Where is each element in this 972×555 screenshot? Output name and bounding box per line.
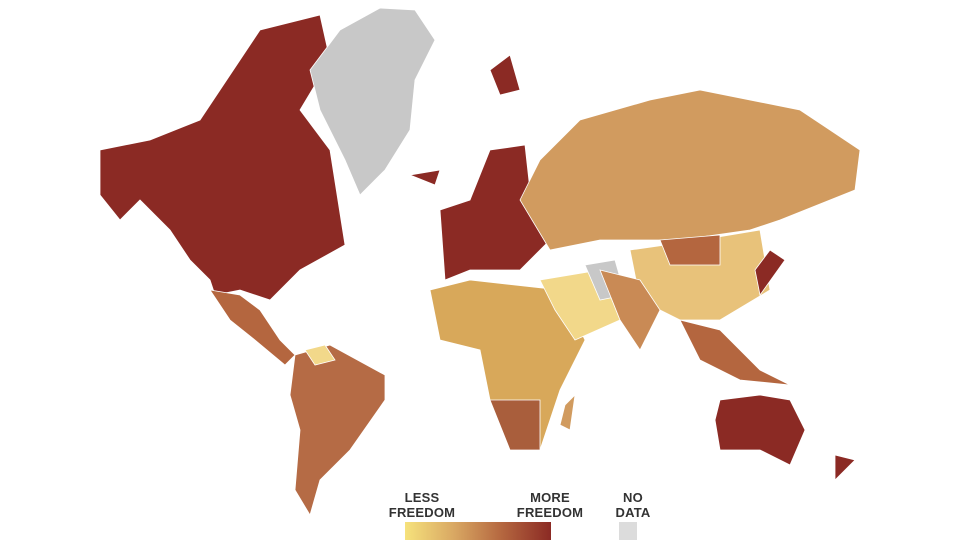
central-america — [209, 289, 296, 366]
southeast-asia — [679, 319, 791, 386]
australia — [714, 394, 806, 466]
mongolia — [659, 234, 721, 266]
legend-no-data-label: NO DATA — [615, 490, 651, 520]
legend-low-label: LESS FREEDOM — [388, 490, 456, 520]
venezuela — [304, 344, 336, 366]
legend-gradient — [405, 522, 551, 540]
madagascar — [559, 393, 576, 431]
iceland — [408, 169, 441, 186]
greenland — [309, 7, 436, 196]
svalbard — [489, 54, 521, 96]
india — [599, 269, 661, 351]
japan — [754, 249, 786, 296]
north-america — [99, 14, 346, 301]
legend-high-label: MORE FREEDOM — [516, 490, 584, 520]
russia — [519, 89, 861, 251]
south-america — [289, 344, 386, 516]
southern-africa — [489, 399, 541, 451]
new-zealand — [834, 454, 856, 481]
legend-no-data-swatch — [619, 522, 637, 540]
